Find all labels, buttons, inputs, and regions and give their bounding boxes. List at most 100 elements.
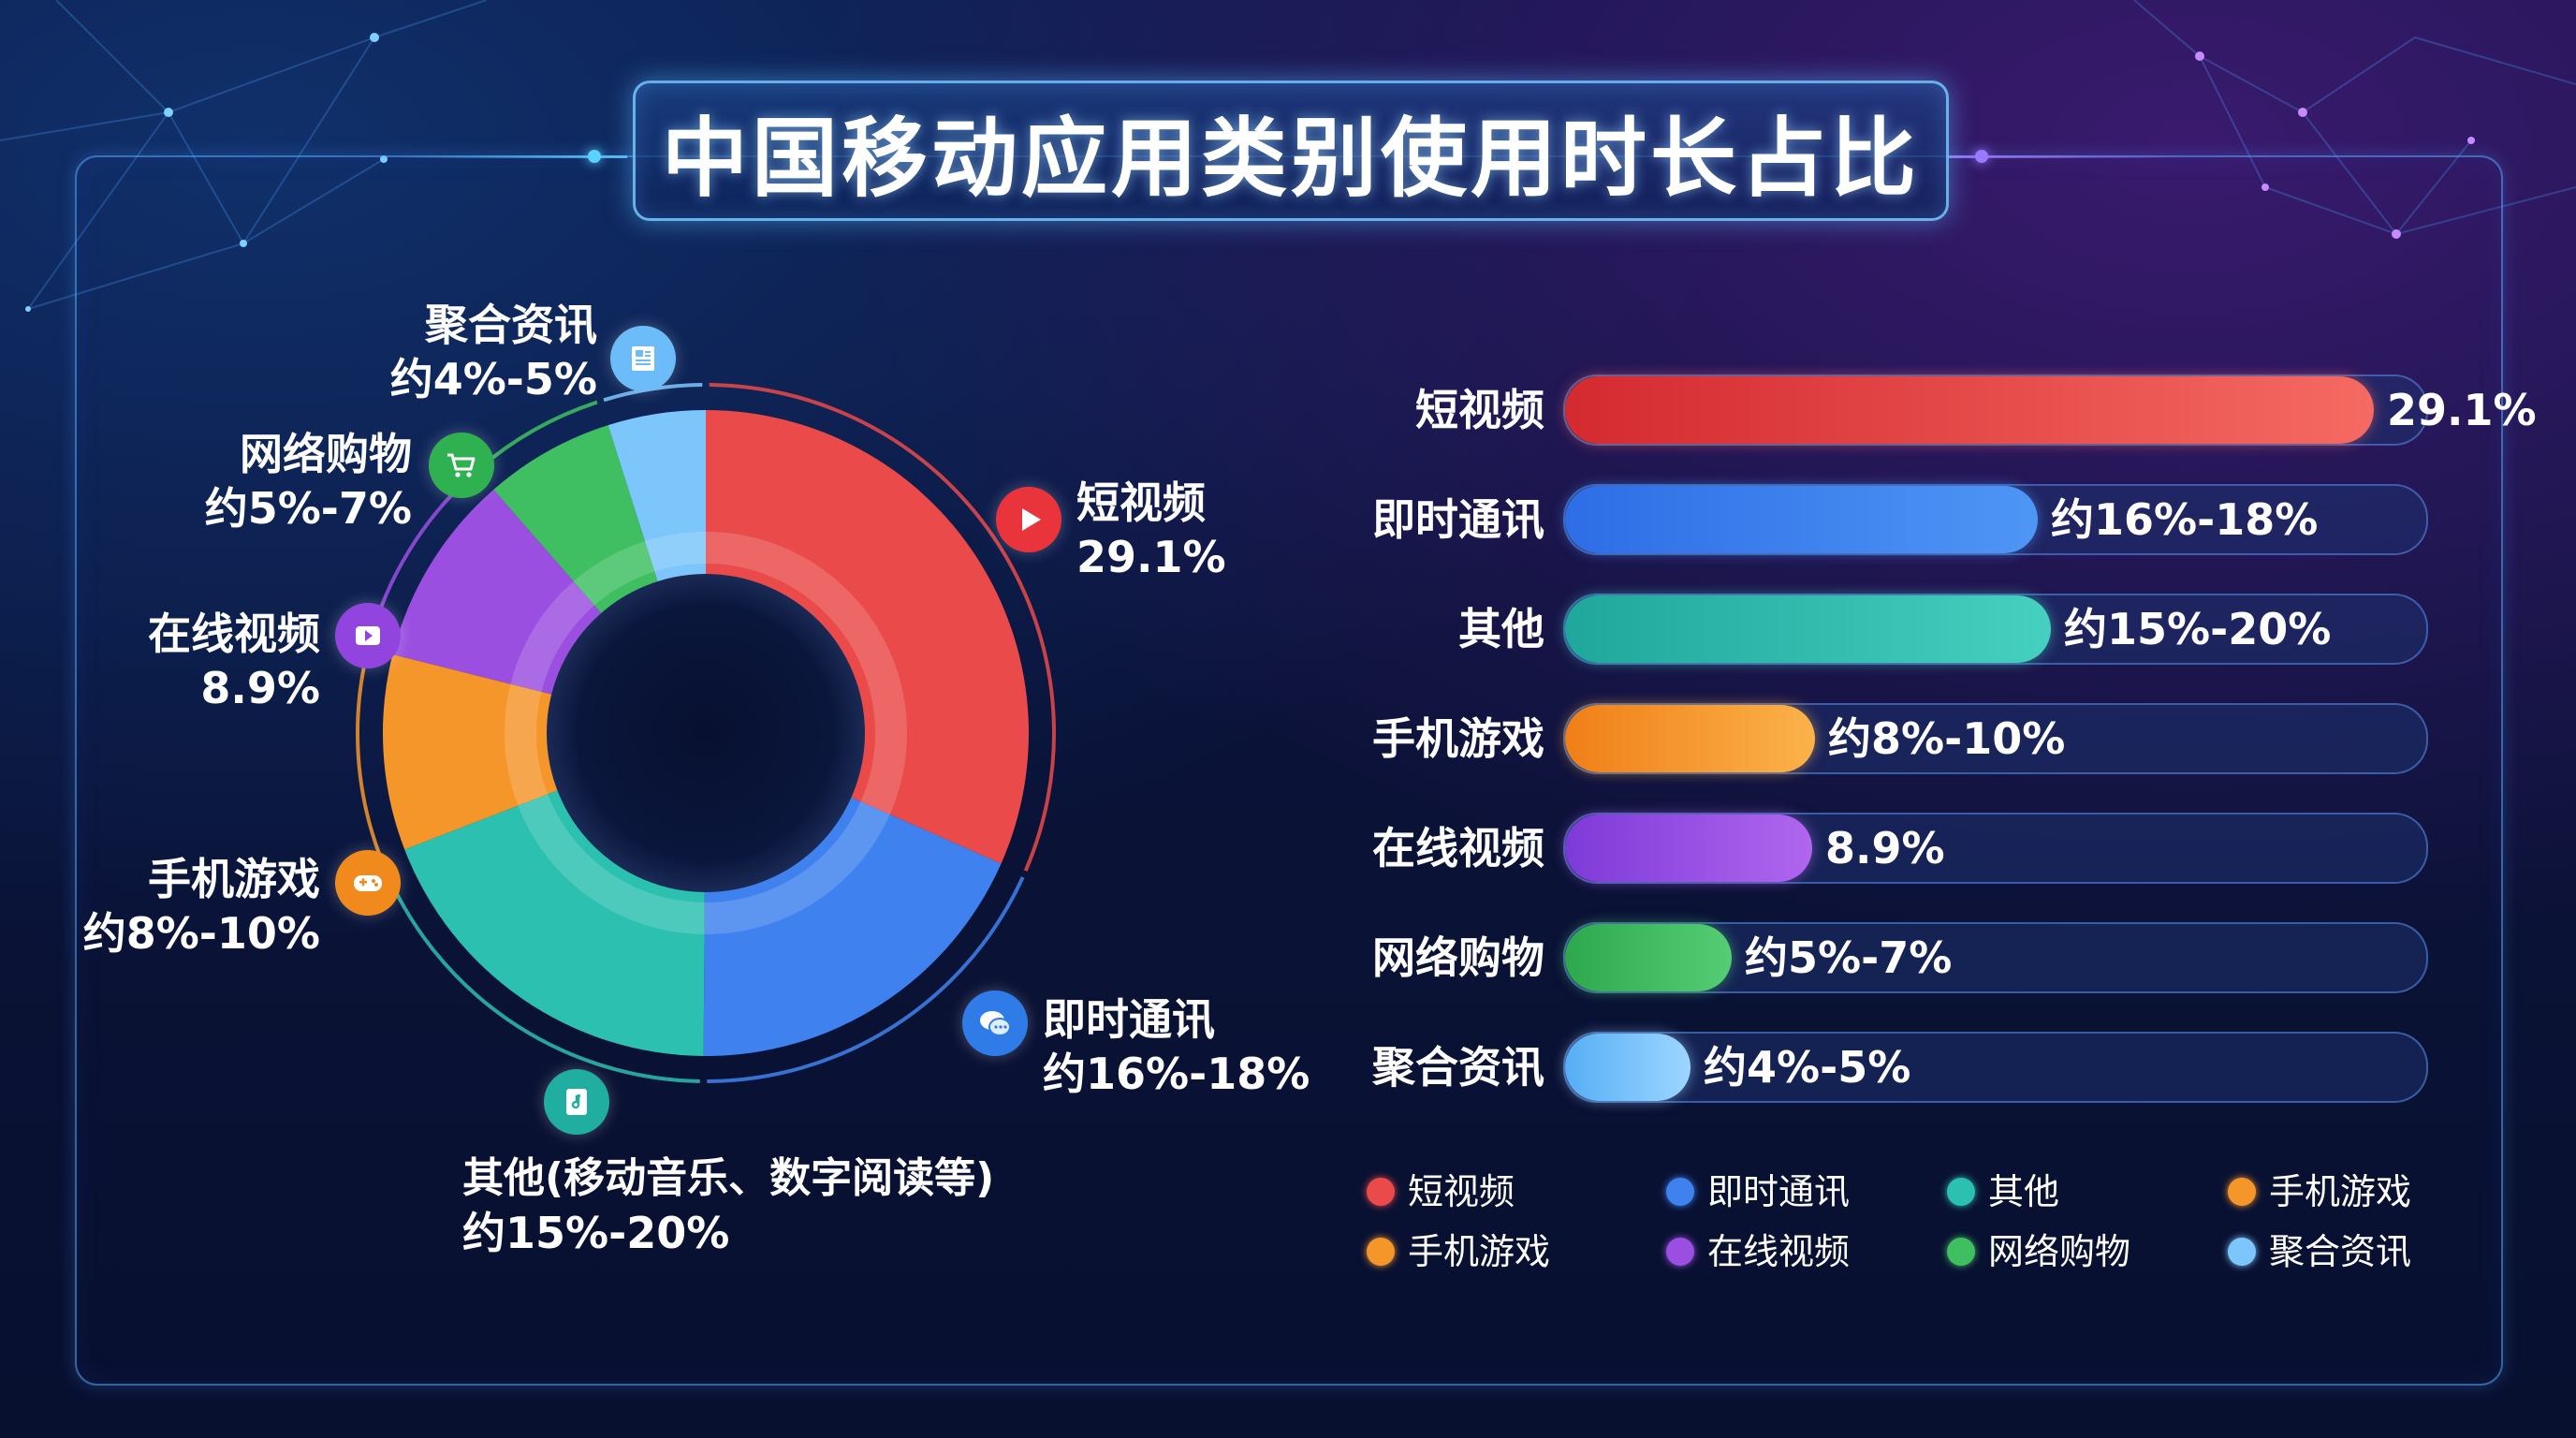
legend-dot <box>1367 1237 1395 1266</box>
pie-label-other: 其他(移动音乐、数字阅读等) 约15%-20% <box>462 1152 994 1260</box>
legend-item: 在线视频 <box>1666 1228 1850 1275</box>
pie-label-text: 短视频 <box>1076 477 1206 528</box>
music-book-icon <box>544 1069 609 1135</box>
bar-row: 网络购物 约5%-7% <box>1367 922 2428 993</box>
bar-category-label: 手机游戏 <box>1372 713 1544 764</box>
bar-track: 约4%-5% <box>1563 1032 2428 1103</box>
title-deco-line-left <box>393 155 627 158</box>
bar-track: 约16%-18% <box>1563 484 2428 555</box>
bar-fill <box>1565 376 2374 444</box>
pie-label-text: 其他(移动音乐、数字阅读等) <box>462 1154 995 1202</box>
legend-label: 手机游戏 <box>2269 1171 2412 1212</box>
bar-fill <box>1565 486 2038 553</box>
donut-slice-6 <box>607 410 706 591</box>
bar-row: 手机游戏 约8%-10% <box>1367 703 2428 774</box>
bar-track: 约8%-10% <box>1563 703 2428 774</box>
bar-category-label: 网络购物 <box>1372 932 1544 983</box>
legend-label: 其他 <box>1988 1171 2060 1212</box>
bar-fill <box>1565 1034 1690 1101</box>
legend-item: 手机游戏 <box>2228 1168 2411 1215</box>
legend-dot <box>1666 1237 1694 1266</box>
donut-hole <box>547 574 865 892</box>
bar-value-label: 约8%-10% <box>1828 713 2066 764</box>
pie-label-short-video: 短视频 29.1% <box>1076 476 1226 584</box>
title-deco-dot-left <box>588 150 601 163</box>
bar-fill <box>1565 814 1812 882</box>
pie-label-value: 约16%-18% <box>1043 1049 1310 1099</box>
bar-row: 短视频 29.1% <box>1367 374 2537 446</box>
pie-label-im: 即时通讯 约16%-18% <box>1043 992 1310 1101</box>
legend-item: 网络购物 <box>1947 1228 2130 1275</box>
bar-value-label: 约16%-18% <box>2051 494 2319 545</box>
pie-label-text: 在线视频 <box>148 609 320 659</box>
pie-label-value: 约15%-20% <box>462 1208 730 1258</box>
bar-category-label: 在线视频 <box>1372 823 1544 873</box>
bar-track: 约15%-20% <box>1563 594 2428 665</box>
video-icon <box>335 603 401 668</box>
legend-dot <box>1367 1177 1395 1206</box>
cart-icon <box>429 433 494 498</box>
legend-label: 在线视频 <box>1707 1231 1851 1272</box>
pie-label-online-video: 在线视频 8.9% <box>148 607 320 715</box>
legend-label: 手机游戏 <box>1408 1231 1551 1272</box>
donut-outer-arc-0 <box>709 383 1056 872</box>
bar-row: 即时通讯 约16%-18% <box>1367 484 2428 555</box>
donut-slice-3 <box>383 654 566 850</box>
legend-item: 即时通讯 <box>1666 1168 1850 1215</box>
title-deco-dot-right <box>1975 150 1988 163</box>
legend-item: 聚合资讯 <box>2228 1228 2411 1275</box>
bar-track: 8.9% <box>1563 813 2428 884</box>
pie-label-text: 即时通讯 <box>1043 994 1215 1045</box>
legend-label: 即时通讯 <box>1707 1171 1851 1212</box>
bar-value-label: 29.1% <box>2387 385 2537 435</box>
title-deco-line-right <box>1949 155 2183 158</box>
legend-label: 网络购物 <box>1988 1231 2131 1272</box>
legend-item: 其他 <box>1947 1168 2059 1215</box>
bar-fill <box>1565 595 2051 663</box>
legend-item: 手机游戏 <box>1367 1228 1550 1275</box>
donut-outer-arc-2 <box>380 860 700 1083</box>
bar-fill <box>1565 924 1732 991</box>
pie-label-text: 手机游戏 <box>148 854 320 904</box>
pie-label-mobile-game: 手机游戏 约8%-10% <box>83 852 320 961</box>
donut-slice-5 <box>493 425 661 621</box>
play-icon <box>996 487 1061 552</box>
pie-label-text: 聚合资讯 <box>425 300 597 350</box>
bar-fill <box>1565 705 1815 772</box>
news-icon <box>610 326 676 391</box>
pie-label-shopping: 网络购物 约5%-7% <box>205 427 412 536</box>
donut-slice-0 <box>706 410 1029 864</box>
pie-label-value: 约4%-5% <box>389 354 597 404</box>
legend-label: 短视频 <box>1408 1171 1515 1212</box>
pie-label-value: 29.1% <box>1076 532 1226 582</box>
pie-label-value: 8.9% <box>200 663 320 713</box>
bar-value-label: 约5%-7% <box>1745 932 1953 983</box>
bar-category-label: 聚合资讯 <box>1372 1042 1544 1093</box>
gamepad-icon <box>335 850 401 916</box>
bar-category-label: 即时通讯 <box>1372 494 1544 545</box>
bar-track: 约5%-7% <box>1563 922 2428 993</box>
bar-value-label: 约4%-5% <box>1704 1042 1911 1093</box>
legend-item: 短视频 <box>1367 1168 1515 1215</box>
legend-dot <box>2228 1237 2256 1266</box>
legend-dot <box>1947 1177 1975 1206</box>
donut-slice-1 <box>703 793 1002 1056</box>
donut-slice-4 <box>392 489 607 697</box>
bar-row: 聚合资讯 约4%-5% <box>1367 1032 2428 1103</box>
bar-value-label: 约15%-20% <box>2064 604 2332 654</box>
legend-label: 聚合资讯 <box>2269 1231 2412 1272</box>
donut-inner-ring <box>505 532 907 934</box>
donut-outer-arc-1 <box>707 876 1025 1083</box>
bar-value-label: 8.9% <box>1825 823 1945 873</box>
legend-dot <box>2228 1177 2256 1206</box>
bar-category-label: 其他 <box>1458 604 1544 654</box>
legend-dot <box>1947 1237 1975 1266</box>
donut-slice-2 <box>404 786 705 1056</box>
chat-icon <box>962 990 1028 1056</box>
pie-label-text: 网络购物 <box>240 429 412 479</box>
pie-label-value: 约5%-7% <box>204 483 412 534</box>
donut-outer-arc-3 <box>356 651 382 857</box>
bar-row: 在线视频 8.9% <box>1367 813 2428 884</box>
